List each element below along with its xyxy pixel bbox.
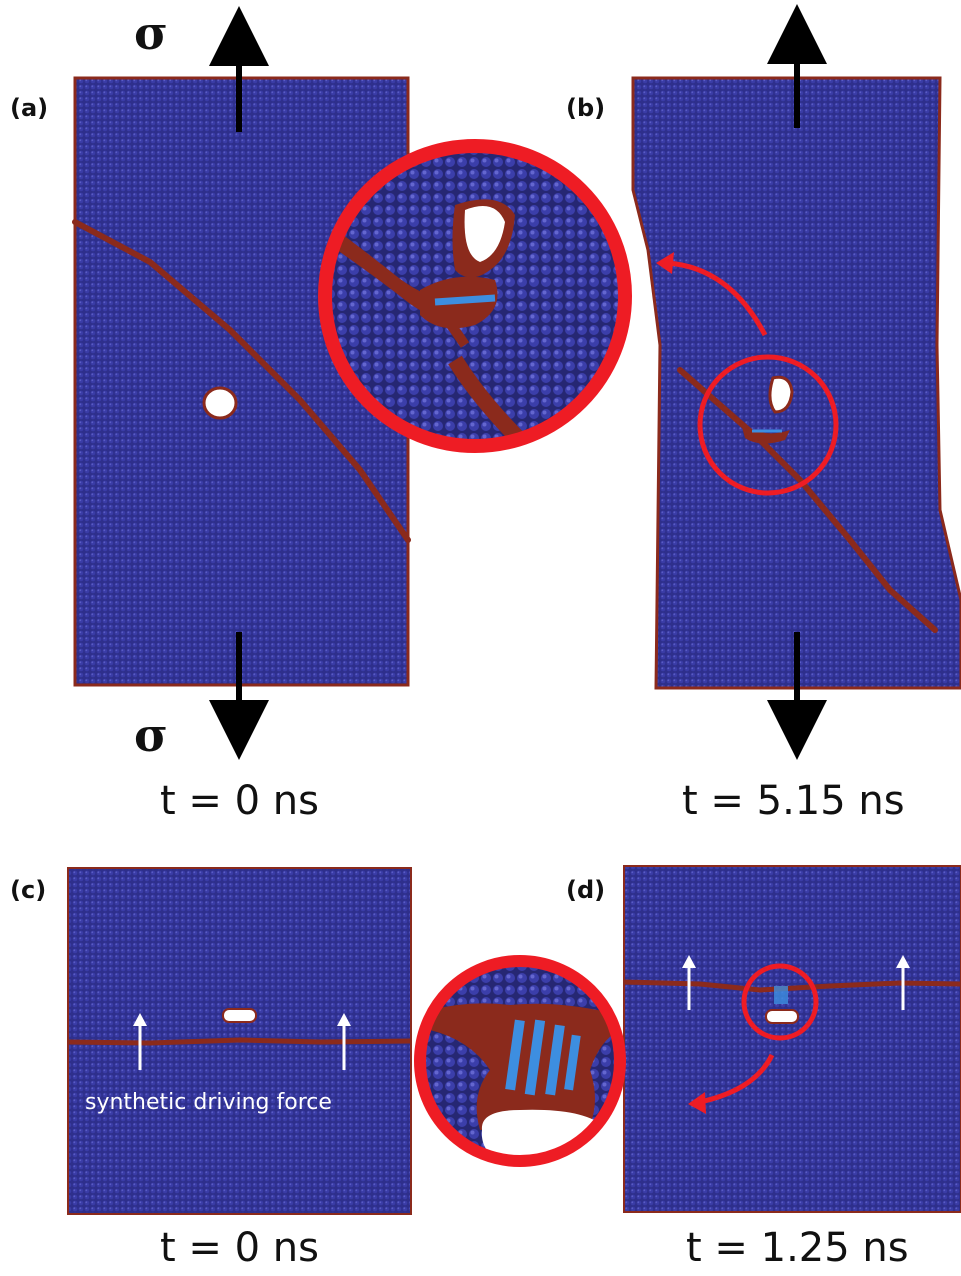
- panel-b-void: [768, 375, 794, 414]
- panel-d-label: (d): [566, 876, 606, 904]
- panel-c: [67, 867, 412, 1215]
- panel-c-label: (c): [10, 876, 47, 904]
- panel-a-time: t = 0 ns: [160, 778, 319, 824]
- panel-c-grain-boundary: [67, 1037, 412, 1046]
- stress-arrows: [209, 4, 827, 760]
- driving-force-label: synthetic driving force: [85, 1090, 332, 1115]
- zoom-inset-2: [414, 955, 626, 1167]
- panel-d-defect: [774, 986, 788, 1004]
- panel-d-force-arrow-left-head: [682, 955, 696, 968]
- panel-b-label: (b): [566, 94, 606, 122]
- panel-b: [631, 76, 961, 690]
- panel-d-grain-boundary: [623, 979, 961, 993]
- panel-a-grain-boundary: [72, 219, 411, 543]
- panel-d-zoom-marker: [741, 963, 819, 1041]
- panel-b-crystal: [631, 76, 961, 690]
- panel-b-zoom-marker: [697, 354, 839, 496]
- panel-a-label: (a): [10, 94, 49, 122]
- panel-b-time: t = 5.15 ns: [682, 778, 905, 824]
- panel-c-void: [222, 1008, 257, 1023]
- panel-b-zoom-arrow: [667, 260, 768, 337]
- zoom-inset-1: [318, 139, 632, 453]
- zoom-inset-1-ring: [318, 139, 632, 453]
- panel-c-time: t = 0 ns: [160, 1225, 319, 1271]
- stress-symbol-bottom: σ: [134, 708, 168, 762]
- panel-c-force-arrow-left-head: [133, 1013, 147, 1026]
- panel-d-force-arrow-right-head: [896, 955, 910, 968]
- panel-a-void: [202, 386, 238, 420]
- panel-d-time: t = 1.25 ns: [686, 1225, 909, 1271]
- panel-c-force-arrow-right-head: [337, 1013, 351, 1026]
- panel-b-grain-boundary: [677, 367, 938, 633]
- panel-d: [623, 865, 961, 1213]
- zoom-inset-2-ring: [414, 955, 626, 1167]
- panel-d-zoom-arrow: [699, 1053, 775, 1105]
- panel-d-crystal: [623, 865, 961, 1213]
- panel-d-void: [765, 1009, 799, 1024]
- panel-d-zoom-arrow-head: [688, 1092, 706, 1114]
- panel-b-zoom-arrow-head: [656, 252, 674, 274]
- stress-symbol-top: σ: [134, 6, 168, 60]
- panel-b-defect-region: [740, 420, 790, 444]
